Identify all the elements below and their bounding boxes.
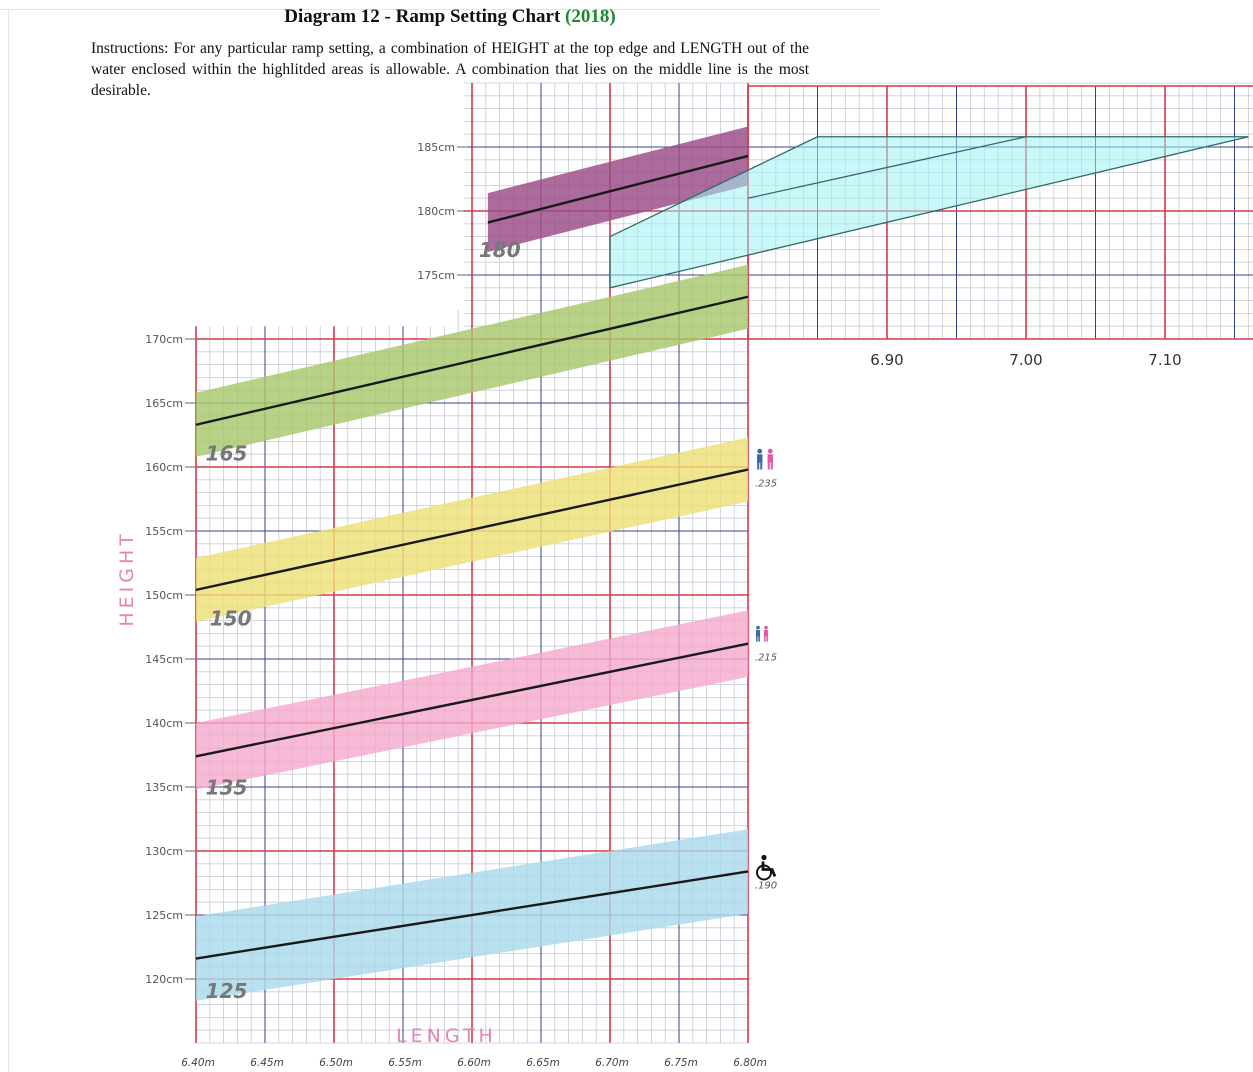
y-tick-label: 170cm <box>145 333 183 346</box>
y-tick-label: 125cm <box>145 909 183 922</box>
x-tick-label: 6.65m <box>526 1057 560 1069</box>
y-tick-label: 135cm <box>145 781 183 794</box>
person-body <box>757 454 763 463</box>
y-tick-label: 150cm <box>145 589 183 602</box>
woman-icon <box>763 625 769 642</box>
band-label: 180 <box>479 238 521 262</box>
band-label: 165 <box>206 442 248 466</box>
x-tick-label: 6.40m <box>181 1057 215 1069</box>
person-leg <box>766 636 768 642</box>
person-head <box>764 625 768 630</box>
x-tick-label: 6.60m <box>457 1057 491 1069</box>
x-tick-label: 6.70m <box>595 1057 629 1069</box>
title-text: Diagram 12 - Ramp Setting Chart <box>284 6 561 27</box>
y-tick-label: 180cm <box>417 205 455 218</box>
page-title: Diagram 12 - Ramp Setting Chart (2018) <box>0 6 900 28</box>
extension-line <box>747 136 1027 199</box>
person-leg <box>760 462 763 470</box>
y-tick-label: 165cm <box>145 397 183 410</box>
zoom-x-tick-label: 7.00 <box>1009 351 1042 369</box>
y-tick-label: 120cm <box>145 973 183 986</box>
band-label: 150 <box>210 607 252 631</box>
band-label: 125 <box>206 979 248 1003</box>
person-leg <box>757 462 760 470</box>
person-head <box>756 625 760 630</box>
x-tick-label: 6.55m <box>388 1057 422 1069</box>
person-head <box>767 448 773 454</box>
zoom-x-tick-label: 7.10 <box>1148 351 1181 369</box>
left-rule <box>8 9 9 1072</box>
x-axis-title: LENGTH <box>396 1025 497 1047</box>
y-tick-label: 140cm <box>145 717 183 730</box>
person-leg <box>764 636 766 642</box>
extension-shapes <box>609 136 1249 289</box>
x-tick-label: 6.75m <box>664 1057 698 1069</box>
person-leg <box>758 636 760 642</box>
instructions: Instructions: For any particular ramp se… <box>91 40 809 99</box>
center-line-150 <box>195 468 749 592</box>
person-leg <box>756 636 758 642</box>
y-tick-label: 175cm <box>417 269 455 282</box>
band-label: 135 <box>206 776 248 800</box>
icon-value: .215 <box>755 653 777 664</box>
y-tick-label: 185cm <box>417 141 455 154</box>
wheelchair-wheel <box>756 864 772 881</box>
person-body <box>767 454 773 463</box>
icon-value: .235 <box>755 479 777 490</box>
title-year: (2018) <box>565 6 616 27</box>
family-icon-small <box>755 625 769 642</box>
center-line-165 <box>195 295 749 426</box>
person-body <box>763 630 769 637</box>
center-line-125 <box>195 870 749 960</box>
person-leg <box>770 462 773 470</box>
labels: 6.90 7.00 7.10 125 135 150 165 180 120cm 125cm 130… <box>116 141 1182 1069</box>
center-line-135 <box>195 642 749 758</box>
icon-value: .190 <box>755 880 777 891</box>
bands <box>195 126 749 1001</box>
wheelchair-icon <box>756 854 777 881</box>
zoom-x-tick-label: 6.90 <box>870 351 903 369</box>
extension-line <box>609 136 1249 289</box>
x-tick-label: 6.45m <box>250 1057 284 1069</box>
person-head <box>757 448 763 454</box>
y-tick-label: 160cm <box>145 461 183 474</box>
y-axis-title: HEIGHT <box>116 530 138 627</box>
woman-icon <box>767 448 773 470</box>
top-rule <box>0 9 880 10</box>
person-leg <box>767 462 770 470</box>
man-icon <box>757 448 763 470</box>
x-tick-label: 6.50m <box>319 1057 353 1069</box>
man-icon <box>755 625 761 642</box>
y-tick-label: 130cm <box>145 845 183 858</box>
icons: .190 .215 .235 <box>755 448 777 891</box>
extension-line <box>609 136 818 238</box>
family-icon <box>757 448 773 470</box>
wheelchair-head <box>761 854 767 861</box>
y-tick-label: 145cm <box>145 653 183 666</box>
y-tick-label: 155cm <box>145 525 183 538</box>
center-line-180 <box>487 154 749 224</box>
person-body <box>755 630 761 637</box>
x-tick-label: 6.80m <box>733 1057 767 1069</box>
